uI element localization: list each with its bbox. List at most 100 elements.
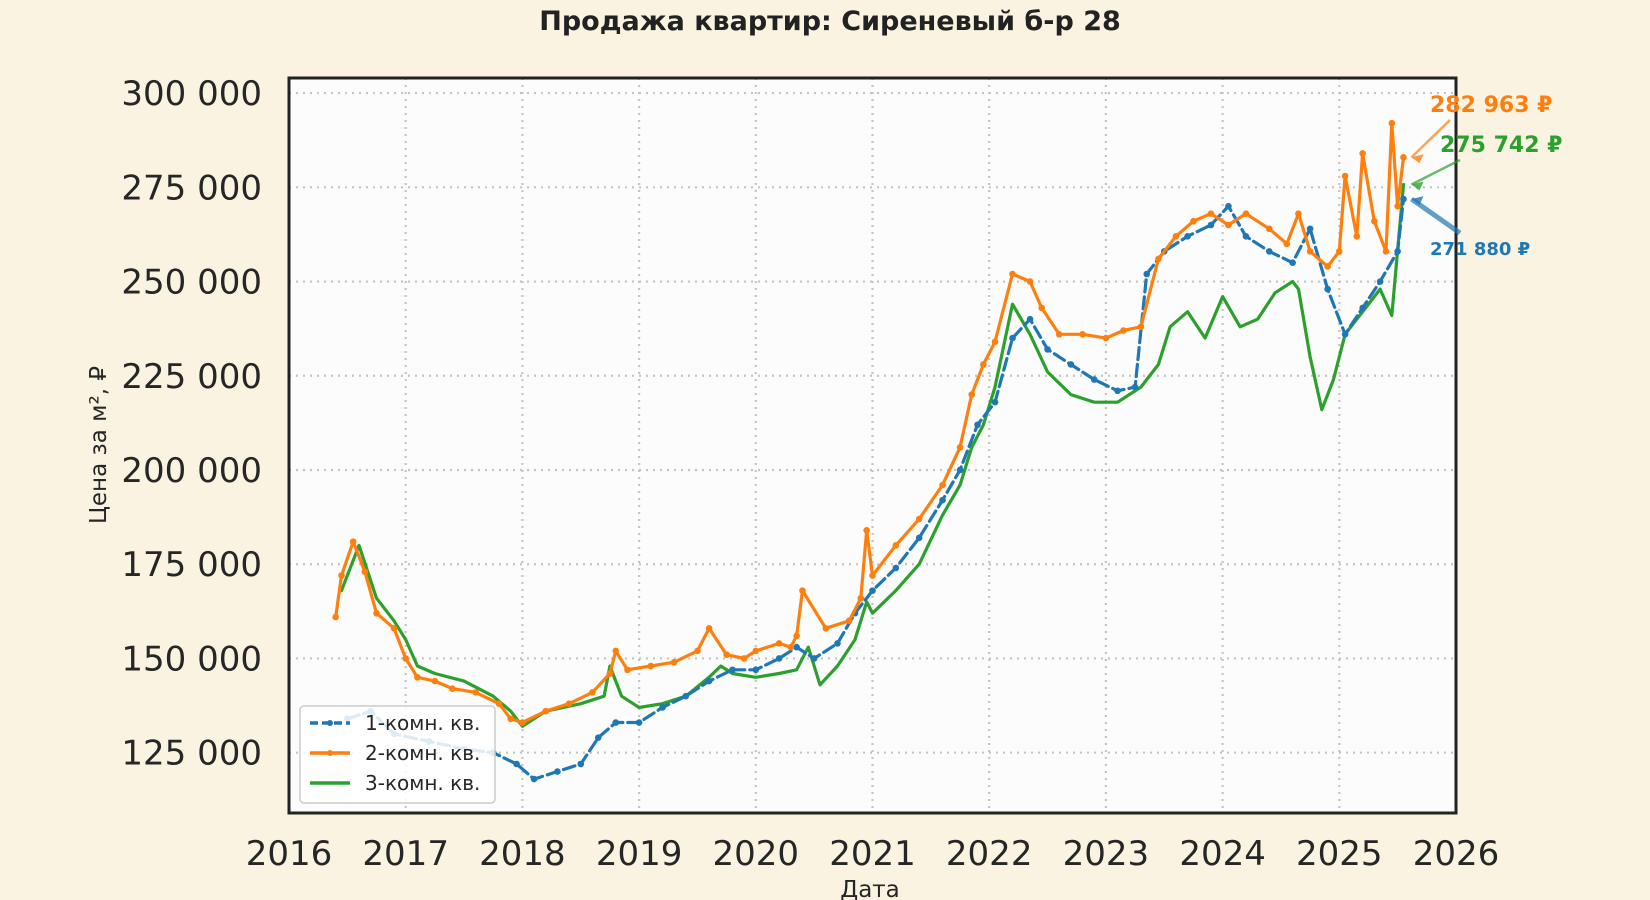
data-point-1room (1242, 233, 1250, 240)
data-point-2room (775, 640, 783, 647)
annotation-label: 271 880 ₽ (1430, 239, 1530, 260)
annotation-arrowhead (1411, 154, 1424, 164)
data-point-1room (939, 496, 946, 504)
data-point-1room (682, 692, 690, 700)
data-point-2room (980, 361, 987, 368)
annotation-label: 275 742 ₽ (1440, 133, 1562, 158)
y-axis-label: Цена за м², ₽ (86, 366, 112, 524)
data-point-1room (915, 534, 923, 542)
data-point-2room (1172, 233, 1180, 240)
chart-title: Продажа квартир: Сиреневый б-р 28 (539, 6, 1121, 37)
plot-frame (287, 76, 1458, 815)
data-point-2room (1306, 248, 1314, 255)
legend-marker-2room (327, 750, 333, 756)
data-point-1room (1306, 225, 1314, 233)
data-point-2room (1079, 331, 1086, 338)
data-point-2room (723, 651, 730, 658)
data-point-2room (414, 674, 421, 681)
y-tick-label: 175 000 (121, 545, 262, 585)
data-point-2room (1242, 210, 1250, 217)
y-tick-label: 200 000 (121, 451, 262, 491)
data-point-2room (1026, 278, 1034, 285)
data-point-1room (892, 564, 900, 572)
data-point-2room (1359, 150, 1366, 157)
data-point-2room (1341, 172, 1349, 180)
data-point-1room (1289, 259, 1296, 266)
data-point-2room (606, 670, 614, 677)
data-point-1room (1131, 383, 1139, 391)
data-point-1room (810, 655, 818, 662)
annotation-arrow (1410, 119, 1451, 159)
data-point-2room (338, 572, 345, 579)
data-point-2room (1190, 217, 1197, 225)
data-point-2room (1324, 263, 1331, 270)
data-point-2room (1055, 331, 1063, 338)
data-point-2room (1265, 225, 1273, 233)
data-point-2room (991, 338, 999, 346)
x-tick-label: 2017 (362, 834, 449, 874)
data-point-2room (845, 617, 853, 625)
y-tick-label: 150 000 (121, 639, 262, 679)
x-tick-label: 2018 (479, 834, 566, 874)
data-point-2room (869, 572, 876, 579)
data-point-2room (822, 625, 830, 632)
data-point-2room (1225, 221, 1232, 229)
data-point-2room (507, 715, 515, 723)
x-tick-label: 2025 (1296, 834, 1383, 874)
data-point-1room (1376, 278, 1384, 285)
data-point-1room (1394, 248, 1401, 255)
data-point-2room (1400, 153, 1407, 161)
y-tick-label: 125 000 (121, 734, 262, 774)
data-point-2room (361, 568, 369, 576)
data-point-2room (1009, 270, 1016, 278)
data-point-1room (775, 655, 783, 662)
data-point-1room (1114, 387, 1121, 395)
data-point-2room (892, 542, 900, 549)
x-axis-label: Дата (840, 877, 900, 900)
data-point-1room (956, 466, 964, 474)
data-point-2room (449, 685, 456, 692)
data-point-2room (1353, 233, 1361, 240)
data-point-1room (594, 734, 602, 741)
data-point-2room (612, 647, 620, 655)
x-tick-label: 2024 (1179, 834, 1266, 874)
data-point-2room (1295, 210, 1302, 217)
data-point-2room (670, 658, 678, 666)
data-point-1room (1143, 270, 1151, 278)
data-point-2room (647, 662, 655, 670)
data-point-1room (1067, 361, 1075, 368)
data-point-2room (542, 707, 550, 715)
data-point-2room (589, 689, 596, 696)
series-line-1room (345, 197, 1406, 781)
data-point-2room (1102, 334, 1110, 342)
data-point-2room (863, 527, 870, 534)
data-point-2room (752, 647, 760, 655)
data-point-2room (1038, 304, 1046, 312)
data-point-1room (1359, 304, 1366, 312)
data-point-1room (1026, 315, 1034, 323)
y-tick-label: 250 000 (121, 263, 262, 303)
data-point-1room (705, 677, 713, 685)
data-point-2room (390, 625, 398, 632)
data-point-1room (729, 666, 736, 674)
data-point-2room (740, 655, 748, 662)
series-layer (332, 119, 1407, 783)
data-point-2room (787, 643, 795, 651)
data-point-1room (974, 421, 981, 429)
data-point-2room (1137, 323, 1145, 331)
data-point-2room (349, 538, 357, 545)
legend-label-3room: 3-комн. кв. (365, 771, 480, 795)
data-point-2room (402, 655, 410, 662)
data-point-2room (939, 481, 946, 489)
x-tick-label: 2026 (1413, 834, 1500, 874)
data-point-2room (694, 647, 701, 655)
annotations: 282 963 ₽ 275 742 ₽ 271 880 ₽ (1410, 93, 1562, 260)
data-point-1room (1324, 285, 1331, 293)
data-point-2room (1120, 327, 1127, 334)
data-point-1room (1207, 221, 1215, 229)
x-tick-labels: 2016 2017 2018 2019 2020 2021 2022 2023 2024 2025… (246, 834, 1500, 874)
data-point-2room (956, 444, 964, 451)
data-point-2room (793, 632, 800, 640)
